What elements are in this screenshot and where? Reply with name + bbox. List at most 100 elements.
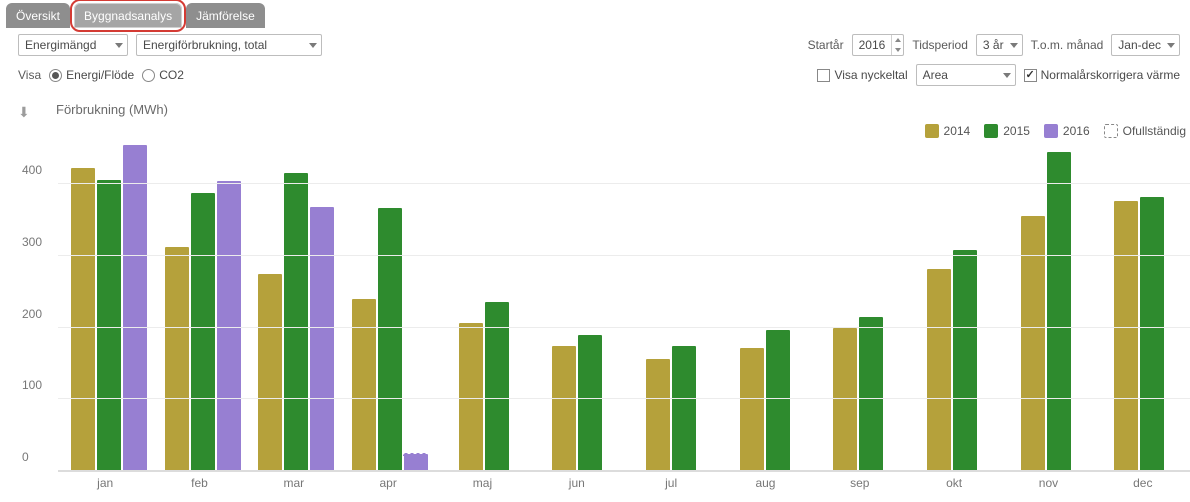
series-select[interactable]: Energiförbrukning, total <box>136 34 322 56</box>
bar-s2015[interactable] <box>191 193 215 471</box>
bar-s2014[interactable] <box>165 247 189 471</box>
radio-co2[interactable]: CO2 <box>142 68 184 82</box>
bar-group <box>437 142 531 471</box>
series-select-value: Energiförbrukning, total <box>143 38 267 52</box>
x-axis-label: jan <box>58 476 152 490</box>
keyfigure-value: Area <box>923 68 948 82</box>
radio-label: CO2 <box>159 68 184 82</box>
bar-s2015[interactable] <box>284 173 308 471</box>
y-axis-label: 100 <box>22 378 42 392</box>
checkbox-icon <box>817 69 830 82</box>
visa-nyckeltal-checkbox[interactable]: Visa nyckeltal <box>817 68 907 82</box>
legend-label: 2014 <box>944 124 971 138</box>
bar-s2014[interactable] <box>459 323 483 471</box>
controls-row-1: Energimängd Energiförbrukning, total Sta… <box>0 28 1190 58</box>
bar-s2014[interactable] <box>927 269 951 471</box>
tab-jamforelse[interactable]: Jämförelse <box>186 3 265 28</box>
gridline <box>58 183 1190 184</box>
period-select[interactable]: 3 år <box>976 34 1023 56</box>
tom-select[interactable]: Jan-dec <box>1111 34 1180 56</box>
bar-s2014[interactable] <box>552 346 576 471</box>
legend-label: 2015 <box>1003 124 1030 138</box>
gridline <box>58 327 1190 328</box>
chart-bar-groups <box>58 142 1190 471</box>
radio-icon <box>49 69 62 82</box>
legend-swatch <box>1104 124 1118 138</box>
measure-select-value: Energimängd <box>25 38 96 52</box>
checkbox-label: Normalårskorrigera värme <box>1041 68 1180 82</box>
chart-xaxis: janfebmaraprmajjunjulaugsepoktnovdec <box>58 472 1190 490</box>
period-label: Tidsperiod <box>912 38 968 52</box>
chart-area: ⬇ Förbrukning (MWh) 201420152016Ofullstä… <box>0 88 1190 490</box>
visa-label: Visa <box>18 68 41 82</box>
checkbox-icon <box>1024 69 1037 82</box>
tab-byggnadsanalys[interactable]: Byggnadsanalys <box>74 3 182 28</box>
startyear-value: 2016 <box>853 35 892 55</box>
bar-group <box>156 142 250 471</box>
chart-plot: 0100200300400 <box>58 142 1190 472</box>
bar-group <box>530 142 624 471</box>
keyfigure-select[interactable]: Area <box>916 64 1016 86</box>
bar-s2016[interactable] <box>310 207 334 471</box>
chevron-down-icon <box>1003 73 1011 78</box>
bar-group <box>905 142 999 471</box>
bar-group <box>249 142 343 471</box>
y-axis-label: 400 <box>22 163 42 177</box>
bar-s2015[interactable] <box>766 330 790 471</box>
bar-s2015[interactable] <box>378 208 402 471</box>
legend-item[interactable]: 2015 <box>984 124 1030 138</box>
y-axis-label: 0 <box>22 450 29 464</box>
legend-item[interactable]: Ofullständig <box>1104 124 1186 138</box>
legend-item[interactable]: 2014 <box>925 124 971 138</box>
bar-s2016[interactable] <box>404 454 428 471</box>
bar-s2015[interactable] <box>97 180 121 471</box>
startyear-label: Startår <box>808 38 844 52</box>
radio-energi-flode[interactable]: Energi/Flöde <box>49 68 134 82</box>
bar-s2015[interactable] <box>672 346 696 471</box>
tab-bar: ÖversiktByggnadsanalysJämförelse <box>0 0 1190 28</box>
chevron-up-icon[interactable] <box>892 35 903 45</box>
startyear-spinner[interactable]: 2016 <box>852 34 905 56</box>
tom-label: T.o.m. månad <box>1031 38 1104 52</box>
bar-s2014[interactable] <box>71 168 95 471</box>
gridline <box>58 255 1190 256</box>
bar-s2015[interactable] <box>1140 197 1164 471</box>
bar-s2014[interactable] <box>352 299 376 471</box>
bar-group <box>811 142 905 471</box>
chevron-down-icon <box>115 43 123 48</box>
download-icon[interactable]: ⬇ <box>18 104 30 121</box>
x-axis-label: feb <box>152 476 246 490</box>
legend-label: Ofullständig <box>1123 124 1186 138</box>
legend-swatch <box>984 124 998 138</box>
bar-s2014[interactable] <box>646 359 670 471</box>
checkbox-label: Visa nyckeltal <box>834 68 907 82</box>
bar-s2015[interactable] <box>953 250 977 471</box>
bar-s2015[interactable] <box>1047 152 1071 471</box>
bar-s2014[interactable] <box>1114 201 1138 471</box>
bar-group <box>624 142 718 471</box>
legend-label: 2016 <box>1063 124 1090 138</box>
bar-s2014[interactable] <box>258 274 282 471</box>
bar-group <box>62 142 156 471</box>
tab-oversikt[interactable]: Översikt <box>6 3 70 28</box>
bar-s2014[interactable] <box>833 328 857 471</box>
bar-s2016[interactable] <box>123 145 147 471</box>
bar-group <box>718 142 812 471</box>
chevron-down-icon <box>1167 43 1175 48</box>
legend-swatch <box>925 124 939 138</box>
bar-s2015[interactable] <box>578 335 602 471</box>
legend-swatch <box>1044 124 1058 138</box>
x-axis-label: okt <box>907 476 1001 490</box>
chevron-down-icon <box>309 43 317 48</box>
bar-s2014[interactable] <box>740 348 764 471</box>
bar-s2015[interactable] <box>859 317 883 471</box>
x-axis-label: maj <box>435 476 529 490</box>
measure-select[interactable]: Energimängd <box>18 34 128 56</box>
chevron-down-icon[interactable] <box>892 45 903 55</box>
chevron-down-icon <box>1010 43 1018 48</box>
x-axis-label: aug <box>718 476 812 490</box>
x-axis-label: apr <box>341 476 435 490</box>
normalize-checkbox[interactable]: Normalårskorrigera värme <box>1024 68 1180 82</box>
legend-item[interactable]: 2016 <box>1044 124 1090 138</box>
y-axis-label: 300 <box>22 235 42 249</box>
